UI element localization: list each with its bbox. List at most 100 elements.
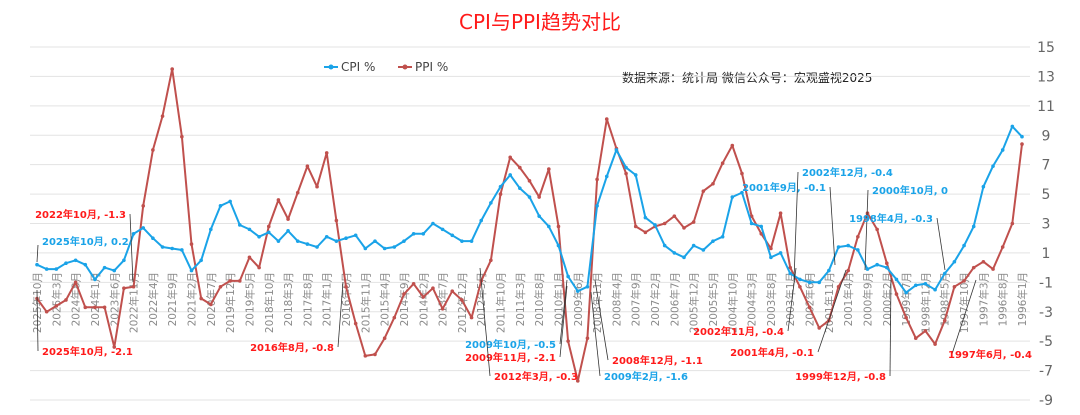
data-point bbox=[112, 345, 117, 349]
data-point bbox=[363, 354, 368, 358]
annotation-leader-line bbox=[36, 289, 39, 352]
x-tick-label: 2017年8月 bbox=[301, 272, 314, 326]
data-point bbox=[122, 258, 126, 263]
data-point bbox=[305, 242, 310, 246]
source-note: 数据来源：统计局 微信公众号：宏观盛视2025 bbox=[622, 70, 872, 85]
annotation-label: 2025年10月, -2.1 bbox=[42, 345, 133, 358]
data-point bbox=[643, 215, 648, 220]
annotation-label: 2009年10月, -0.5 bbox=[465, 338, 556, 351]
y-tick-label: 11 bbox=[1037, 99, 1055, 115]
y-tick-label: 13 bbox=[1037, 69, 1055, 85]
data-point bbox=[431, 221, 435, 226]
data-point bbox=[527, 195, 532, 199]
data-point bbox=[305, 164, 310, 168]
data-point bbox=[711, 239, 715, 243]
data-point bbox=[604, 174, 609, 179]
data-point bbox=[1020, 134, 1024, 139]
data-point bbox=[382, 336, 387, 341]
data-point bbox=[286, 229, 290, 233]
x-tick-label: 2001年4月 bbox=[842, 272, 855, 326]
data-point bbox=[836, 284, 841, 289]
data-point bbox=[276, 239, 281, 243]
data-point bbox=[547, 224, 551, 229]
data-point bbox=[1000, 245, 1005, 249]
data-point bbox=[257, 265, 261, 270]
x-tick-label: 2025年3月 bbox=[50, 272, 63, 326]
data-point bbox=[749, 214, 754, 218]
data-point bbox=[93, 305, 97, 310]
data-point bbox=[701, 248, 706, 252]
data-point bbox=[566, 274, 570, 279]
annotation-label: 2001年4月, -0.1 bbox=[730, 346, 814, 359]
data-point bbox=[102, 305, 107, 310]
legend-cpi-marker bbox=[328, 64, 334, 70]
x-tick-label: 2014年2月 bbox=[417, 272, 430, 326]
data-point bbox=[662, 243, 667, 248]
data-point bbox=[344, 236, 348, 241]
data-point bbox=[1020, 142, 1024, 146]
annotation-label: 2008年12月, -1.1 bbox=[612, 354, 703, 367]
annotation-label: 2002年11月, -0.4 bbox=[693, 325, 784, 338]
x-tick-label: 2007年9月 bbox=[630, 272, 643, 326]
data-point bbox=[431, 286, 435, 291]
x-tick-label: 2008年4月 bbox=[610, 272, 623, 326]
data-point bbox=[720, 234, 725, 239]
data-point bbox=[740, 190, 744, 195]
data-point bbox=[556, 243, 561, 248]
data-point bbox=[44, 309, 49, 314]
annotation-label: 2009年2月, -1.6 bbox=[604, 370, 688, 383]
data-point bbox=[218, 204, 223, 208]
legend-ppi-label: PPI % bbox=[415, 60, 448, 74]
data-point bbox=[247, 255, 252, 260]
x-tick-label: 1997年3月 bbox=[977, 272, 990, 326]
data-point bbox=[469, 239, 474, 243]
data-point bbox=[691, 220, 696, 224]
gridlines bbox=[30, 46, 1030, 401]
x-axis: 2025年10月 2025年3月 2024年8月 2024年1月 2023年6月 2022… bbox=[31, 272, 1029, 333]
annotation-leader-line bbox=[889, 277, 892, 377]
data-point bbox=[373, 239, 377, 243]
data-point bbox=[498, 192, 503, 196]
data-point bbox=[769, 255, 773, 260]
annotation-leader-line bbox=[829, 186, 836, 266]
x-tick-label: 2011年10月 bbox=[495, 272, 508, 333]
data-point bbox=[653, 223, 657, 227]
data-point bbox=[498, 184, 503, 189]
data-point bbox=[237, 223, 242, 227]
data-point bbox=[382, 246, 387, 251]
x-tick-label: 2018年3月 bbox=[282, 272, 295, 326]
data-point bbox=[720, 161, 725, 165]
data-point bbox=[276, 198, 281, 202]
x-tick-label: 1998年12月 bbox=[919, 272, 932, 333]
chart-title: CPI与PPI趋势对比 bbox=[459, 10, 621, 34]
data-point bbox=[991, 267, 995, 271]
annotation-leader-line bbox=[559, 279, 568, 345]
data-point bbox=[479, 218, 484, 223]
data-point bbox=[624, 171, 628, 176]
data-point bbox=[315, 184, 319, 189]
data-point bbox=[962, 243, 966, 248]
data-point bbox=[180, 134, 184, 139]
data-point bbox=[247, 227, 252, 232]
data-point bbox=[392, 315, 397, 320]
y-tick-label: -9 bbox=[1039, 393, 1053, 409]
data-point bbox=[875, 262, 879, 267]
data-point bbox=[759, 224, 764, 229]
data-point bbox=[827, 268, 831, 273]
data-point bbox=[392, 245, 397, 249]
data-point bbox=[35, 262, 39, 267]
data-point bbox=[421, 231, 426, 236]
data-point bbox=[44, 267, 49, 271]
x-tick-label: 2003年1月 bbox=[784, 272, 797, 326]
data-point bbox=[131, 231, 136, 236]
data-point bbox=[701, 189, 706, 193]
annotation-leader-line bbox=[936, 217, 946, 271]
data-point bbox=[295, 190, 300, 195]
legend-ppi-marker bbox=[402, 64, 408, 70]
data-point bbox=[402, 292, 406, 296]
data-point bbox=[788, 265, 793, 270]
data-point bbox=[228, 199, 232, 204]
data-point bbox=[537, 195, 541, 199]
annotation-label: 2016年8月, -0.8 bbox=[250, 341, 334, 354]
annotation-label: 2025年10月, 0.2 bbox=[42, 235, 129, 248]
